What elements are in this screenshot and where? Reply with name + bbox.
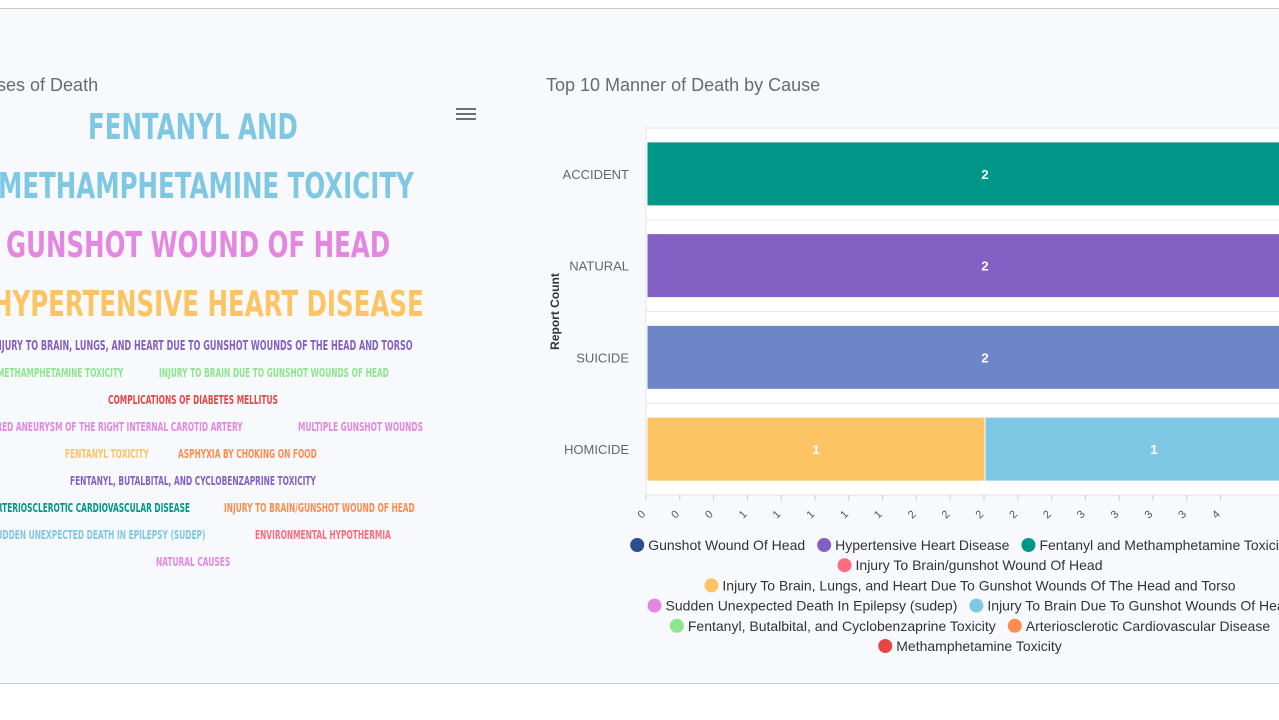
x-tick-label: 3 xyxy=(1109,508,1122,521)
legend-item-label[interactable]: Methamphetamine Toxicity xyxy=(896,638,1061,654)
legend-item-label[interactable]: Injury To Brain/gunshot Wound Of Head xyxy=(856,557,1103,573)
word-cloud-word: MULTIPLE GUNSHOT WOUNDS xyxy=(298,420,424,434)
category-label: NATURAL xyxy=(569,259,629,274)
bar-value-label: 1 xyxy=(1150,442,1157,457)
word-cloud-word: SUDDEN UNEXPECTED DEATH IN EPILEPSY (SUD… xyxy=(0,528,206,542)
word-cloud-word: FENTANYL AND xyxy=(88,107,299,148)
x-tick-label: 1 xyxy=(838,508,851,521)
x-tick-label: 0 xyxy=(635,508,648,521)
word-cloud-word: FENTANYL, BUTALBITAL, AND CYCLOBENZAPRIN… xyxy=(69,474,316,488)
bar-value-label: 2 xyxy=(981,259,988,274)
legend-item-label[interactable]: Arteriosclerotic Cardiovascular Disease xyxy=(1026,618,1271,634)
x-tick-label: 2 xyxy=(1041,508,1054,521)
bar-value-label: 2 xyxy=(981,350,988,365)
legend-swatch xyxy=(630,538,645,552)
word-cloud-word: INJURY TO BRAIN, LUNGS, AND HEART DUE TO… xyxy=(0,339,413,354)
x-tick-label: 2 xyxy=(906,508,919,521)
legend-swatch xyxy=(704,578,719,593)
hamburger-menu-icon[interactable] xyxy=(456,105,476,121)
category-label: SUICIDE xyxy=(576,350,629,365)
x-tick-label: 0 xyxy=(703,508,716,521)
word-cloud-word: NATURAL CAUSES xyxy=(155,555,230,569)
word-cloud-word: INJURY TO BRAIN/GUNSHOT WOUND OF HEAD xyxy=(223,501,415,515)
legend-item-label[interactable]: Fentanyl and Methamphetamine Toxicity xyxy=(1039,537,1279,553)
legend-swatch xyxy=(669,618,684,633)
causes-of-death-title: Causes of Death xyxy=(0,75,99,95)
bar-segment xyxy=(646,141,1279,207)
x-tick-label: 3 xyxy=(1142,508,1155,521)
legend-swatch xyxy=(817,538,832,552)
word-cloud-word: HYPERTENSIVE HEART DISEASE xyxy=(0,284,424,325)
x-tick-label: 4 xyxy=(1210,508,1223,521)
x-tick-label: 1 xyxy=(872,508,885,521)
word-cloud-word: COMPLICATIONS OF DIABETES MELLITUS xyxy=(108,393,278,407)
word-cloud-word: INJURY TO BRAIN DUE TO GUNSHOT WOUNDS OF… xyxy=(158,366,389,380)
x-tick-label: 3 xyxy=(1075,508,1088,521)
legend-item-label[interactable]: Injury To Brain, Lungs, and Heart Due To… xyxy=(722,577,1235,593)
legend-swatch xyxy=(878,639,893,653)
word-cloud-word: METHAMPHETAMINE TOXICITY xyxy=(0,366,124,380)
word-cloud-word: FENTANYL TOXICITY xyxy=(65,447,150,461)
manner-of-death-chart: Report Count ACCIDENT 2 1 1 NATURAL 2 1 1 SUICIDE… xyxy=(548,127,1279,654)
x-tick-label: 2 xyxy=(1007,508,1020,521)
x-tick-label: 2 xyxy=(973,508,986,521)
word-cloud-word: ENVIRONMENTAL HYPOTHERMIA xyxy=(255,528,391,542)
legend-item-label[interactable]: Injury To Brain Due To Gunshot Wounds Of… xyxy=(987,598,1279,614)
bar-segment xyxy=(646,324,1279,390)
legend-item-label[interactable]: Sudden Unexpected Death In Epilepsy (sud… xyxy=(666,598,958,614)
bar-value-label: 1 xyxy=(812,442,819,457)
legend-item-label[interactable]: Fentanyl, Butalbital, and Cyclobenzaprin… xyxy=(688,618,996,634)
legend-swatch xyxy=(969,598,984,613)
x-tick-label: 2 xyxy=(940,508,953,521)
bar-segment xyxy=(984,416,1279,482)
legend-swatch xyxy=(837,558,852,573)
category-label: ACCIDENT xyxy=(563,167,630,182)
word-cloud-word: ARTERIOSCLEROTIC CARDIOVASCULAR DISEASE xyxy=(0,501,190,515)
manner-of-death-title: Top 10 Manner of Death by Cause xyxy=(546,75,821,95)
word-cloud-word: GUNSHOT WOUND OF HEAD xyxy=(5,225,391,266)
legend-swatch xyxy=(647,598,662,613)
legend-item-label[interactable]: Hypertensive Heart Disease xyxy=(835,537,1010,553)
word-cloud-word: RUPTURED ANEURYSM OF THE RIGHT INTERNAL … xyxy=(0,420,243,434)
x-tick-label: 1 xyxy=(804,508,817,521)
word-cloud-word: METHAMPHETAMINE TOXICITY xyxy=(0,166,415,207)
x-tick-label: 3 xyxy=(1176,508,1189,521)
dashboard-panel: Causes of Death FENTANYL AND METHAMPHETA… xyxy=(0,8,1279,684)
x-tick-label: 1 xyxy=(771,508,784,521)
legend-swatch xyxy=(1021,538,1036,552)
bar-segment xyxy=(646,233,1279,299)
bar-segment xyxy=(646,416,986,482)
y-axis-label: Report Count xyxy=(548,273,562,350)
x-tick-label: 1 xyxy=(737,508,750,521)
category-label: HOMICIDE xyxy=(564,442,629,457)
x-tick-label: 0 xyxy=(669,508,682,521)
word-cloud-word: ASPHYXIA BY CHOKING ON FOOD xyxy=(177,447,317,461)
legend-item-label[interactable]: Gunshot Wound Of Head xyxy=(648,537,805,553)
bar-value-label: 2 xyxy=(981,167,988,182)
legend-swatch xyxy=(1007,618,1022,633)
